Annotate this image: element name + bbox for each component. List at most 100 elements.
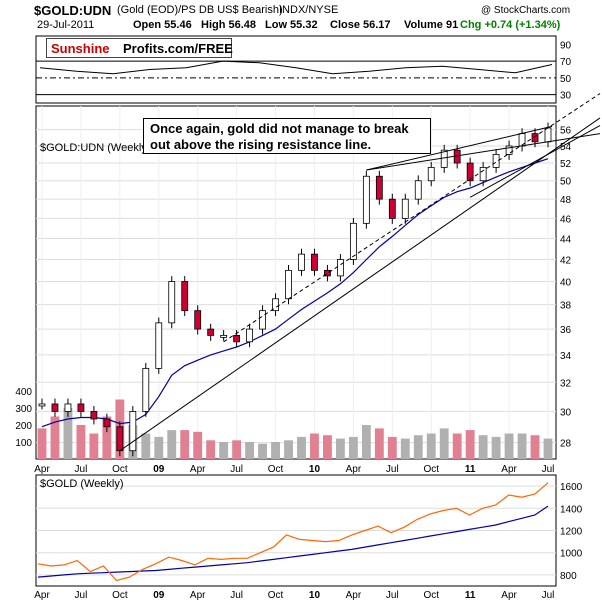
candle-body [324,269,331,277]
volume-bar [193,431,203,459]
volume-bar [167,430,177,459]
price-tick-label: 32 [560,378,572,389]
volume-bar [258,443,267,459]
x-tick-label: Apr [190,464,206,475]
gold-x-tick-label: Apr [346,590,362,601]
candle-body [272,298,279,312]
candle-body [77,403,85,412]
x-tick-label: 09 [153,464,165,475]
gold-moving-average [37,505,549,578]
price-tick-label: 38 [560,301,572,312]
gold-x-tick-label: Apr [190,590,206,601]
gold-tick-label: 1200 [560,527,583,538]
gold-x-tick-label: Apr [34,590,50,601]
low-value: Low 55.32 [265,19,318,31]
gold-x-tick-label: Oct [423,590,439,601]
lower-wedge-line [469,125,601,198]
gold-x-tick-label: 11 [465,590,476,601]
volume-bar [452,433,462,459]
support-trendline [119,117,601,452]
price-tick-label: 50 [560,177,572,188]
candle-body [181,281,189,312]
volume-bar [439,428,449,459]
candle-body [362,175,370,224]
volume-bar [271,442,280,459]
volume-tick-label: 200 [15,421,32,432]
x-tick-label: Oct [112,464,128,475]
symbol-label: $GOLD:UDN [34,3,112,18]
volume-bar [504,433,514,459]
candle-body [246,328,253,343]
volume-tick-label: 100 [15,438,32,449]
candle-body [531,133,539,143]
volume-bar [361,425,371,459]
gold-tick-label: 1000 [560,549,583,560]
candle-body [298,253,305,271]
logo-profits: Profits.com/FREE [123,41,233,56]
volume-bar [413,435,423,459]
volume-bar [348,436,358,459]
candle-body [155,322,163,369]
candle-body [38,403,46,407]
gold-x-tick-label: 09 [153,590,165,601]
candle-body [220,335,228,338]
rsi-line [39,60,553,75]
candle-body [142,367,150,412]
volume-value: Volume 91 [404,19,459,31]
price-tick-label: 54 [560,142,572,153]
candle-body [466,162,474,182]
candle-body [259,310,266,330]
volume-bar [63,408,73,459]
price-tick-label: 44 [560,234,572,245]
candle-body [51,403,59,412]
gold-x-tick-label: Jul [230,590,243,601]
volume-bar [284,440,293,459]
volume-bar [465,430,475,459]
volume-bar [426,433,436,459]
rsi-tick-label: 30 [560,91,572,102]
candle-body [194,310,202,330]
x-tick-label: Jul [75,464,88,475]
gold-x-tick-label: Oct [268,590,284,601]
price-tick-label: 30 [560,407,572,418]
volume-tick-label: 300 [15,404,32,415]
candle-body [168,281,176,324]
price-tick-label: 36 [560,325,572,336]
gold-x-tick-label: Jul [386,590,399,601]
exchange-label: INDX/NYSE [279,4,339,16]
volume-bar [297,436,306,459]
candle-body [285,269,292,300]
candle-body [90,411,98,420]
volume-bar [543,438,553,459]
volume-bar [180,430,190,459]
volume-bar [76,425,86,459]
volume-bar [50,416,60,459]
candle-body [311,253,318,271]
price-tick-label: 46 [560,214,572,225]
gold-x-tick-label: Jul [542,590,555,601]
price-tick-label: 56 [560,126,572,137]
price-tick-label: 28 [560,439,572,450]
volume-tick-label: 400 [15,387,32,398]
x-tick-label: Apr [501,464,517,475]
rsi-tick-label: 90 [560,40,572,51]
rsi-tick-label: 70 [560,57,572,68]
price-tick-label: 48 [560,195,572,206]
x-tick-label: Oct [423,464,439,475]
volume-bar [232,440,242,459]
symbol-description: (Gold (EOD)/PS DB US$ Bearish) [117,4,283,16]
candle-body [116,426,124,452]
candle-body [388,198,396,219]
gold-tick-label: 1600 [560,482,583,493]
resistance-line [366,125,553,171]
candle-body [414,180,422,200]
high-value: High 56.48 [201,19,257,31]
candle-body [129,411,137,452]
change-value: Chg +0.74 (+1.34%) [460,19,561,31]
dashed-trendline [223,93,601,343]
candle-body [349,222,357,260]
x-tick-label: 10 [309,464,321,475]
candle-body [492,154,500,168]
